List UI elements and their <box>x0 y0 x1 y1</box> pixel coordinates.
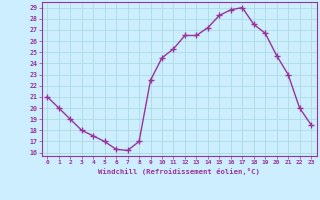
X-axis label: Windchill (Refroidissement éolien,°C): Windchill (Refroidissement éolien,°C) <box>98 168 260 175</box>
